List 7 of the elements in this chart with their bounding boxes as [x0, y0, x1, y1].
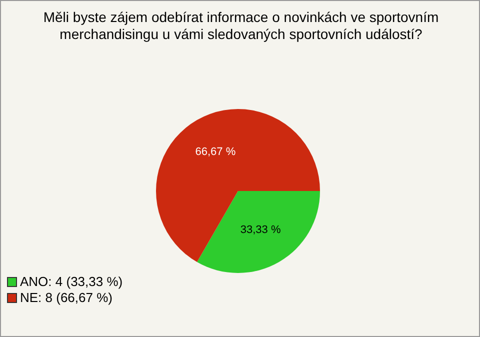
data-label: 33,33 % — [240, 224, 281, 236]
pie-slice — [197, 191, 320, 273]
data-label: 66,67 % — [195, 146, 236, 158]
legend-label: NE: 8 (66,67 %) — [20, 290, 112, 306]
legend-label: ANO: 4 (33,33 %) — [20, 274, 123, 290]
chart-title: Měli byste zájem odebírat informace o novinkách ve sportovním merchandisingu u vámi sledovaných sportovních událostí? — [42, 9, 440, 43]
pie-slice — [156, 109, 320, 262]
